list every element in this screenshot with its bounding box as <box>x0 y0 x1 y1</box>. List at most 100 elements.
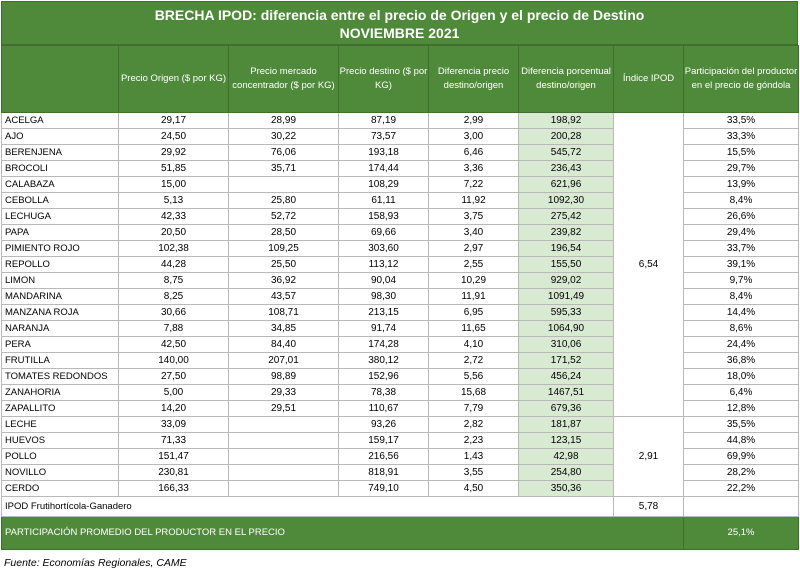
participacion-productor: 39,1% <box>683 256 799 273</box>
participacion-productor: 8,4% <box>683 192 799 209</box>
precio-origen: 8,75 <box>118 272 229 289</box>
product-name: FRUTILLA <box>1 352 119 369</box>
table-row: CALABAZA 15,00 108,29 7,22 621,96 13,9% <box>1 176 799 193</box>
indice-frutihorticola: 6,54 <box>613 112 684 417</box>
table-row: FRUTILLA 140,00 207,01 380,12 2,72 171,52 36,8… <box>1 352 799 369</box>
product-name: HUEVOS <box>1 432 119 449</box>
precio-mercado <box>228 176 339 193</box>
table-row: PIMIENTO ROJO 102,38 109,25 303,60 2,97 196,5… <box>1 240 799 257</box>
diferencia-porcentual: 200,28 <box>518 128 614 145</box>
table-row: LECHE 33,09 93,26 2,82 181,87 2,91 35,5% <box>1 416 799 497</box>
participacion-productor: 13,9% <box>683 176 799 193</box>
diferencia-porcentual: 595,33 <box>518 304 614 321</box>
precio-origen: 230,81 <box>118 464 229 481</box>
table-row: AJO 24,50 30,22 73,57 3,00 200,28 33,3% <box>1 128 799 145</box>
table-row: LIMON 8,75 36,92 90,04 10,29 929,02 9,7% <box>1 272 799 289</box>
product-name: ZANAHORIA <box>1 384 119 401</box>
precio-mercado: 84,40 <box>228 336 339 353</box>
diferencia-precio: 2,23 <box>428 432 519 449</box>
precio-mercado: 43,57 <box>228 288 339 305</box>
diferencia-porcentual: 239,82 <box>518 224 614 241</box>
participacion-productor: 44,8% <box>683 432 799 449</box>
precio-origen: 24,50 <box>118 128 229 145</box>
diferencia-precio: 11,92 <box>428 192 519 209</box>
product-name: TOMATES REDONDOS <box>1 368 119 385</box>
diferencia-precio: 4,10 <box>428 336 519 353</box>
product-name: MANZANA ROJA <box>1 304 119 321</box>
product-name: CEBOLLA <box>1 192 119 209</box>
diferencia-porcentual: 275,42 <box>518 208 614 225</box>
diferencia-porcentual: 621,96 <box>518 176 614 193</box>
header-participacion: Participación del productor en el precio… <box>683 45 799 113</box>
precio-destino: 69,66 <box>338 224 429 241</box>
participacion-productor: 33,7% <box>683 240 799 257</box>
table-row: BERENJENA 29,92 76,06 193,18 6,46 545,72 15,5% <box>1 144 799 161</box>
precio-origen: 166,33 <box>118 480 229 497</box>
precio-mercado <box>228 432 339 449</box>
footer-value: 25,1% <box>683 516 799 550</box>
ipod-combined-empty <box>683 496 799 517</box>
diferencia-porcentual: 310,06 <box>518 336 614 353</box>
diferencia-precio: 2,97 <box>428 240 519 257</box>
product-name: LECHE <box>1 416 119 433</box>
precio-mercado: 25,80 <box>228 192 339 209</box>
precio-origen: 102,38 <box>118 240 229 257</box>
source-note: Fuente: Economías Regionales, CAME <box>4 557 187 569</box>
product-name: PAPA <box>1 224 119 241</box>
diferencia-porcentual: 1091,49 <box>518 288 614 305</box>
table-row: CEBOLLA 5,13 25,80 61,11 11,92 1092,30 8,4% <box>1 192 799 209</box>
diferencia-precio: 5,56 <box>428 368 519 385</box>
precio-mercado: 28,99 <box>228 112 339 129</box>
table-body: Precio Origen ($ por KG) Precio mercado … <box>1 45 799 550</box>
diferencia-porcentual: 254,80 <box>518 464 614 481</box>
participacion-productor: 12,8% <box>683 400 799 417</box>
header-product <box>1 45 119 113</box>
precio-origen: 29,92 <box>118 144 229 161</box>
diferencia-precio: 11,65 <box>428 320 519 337</box>
participacion-productor: 33,5% <box>683 112 799 129</box>
precio-destino: 152,96 <box>338 368 429 385</box>
header-diferencia-pct: Diferencia porcentual destino/origen <box>518 45 614 113</box>
participacion-productor: 15,5% <box>683 144 799 161</box>
diferencia-porcentual: 42,98 <box>518 448 614 465</box>
precio-origen: 5,13 <box>118 192 229 209</box>
participacion-productor: 24,4% <box>683 336 799 353</box>
ipod-table: Precio Origen ($ por KG) Precio mercado … <box>1 45 799 550</box>
precio-mercado <box>228 448 339 465</box>
precio-mercado: 98,89 <box>228 368 339 385</box>
product-name: AJO <box>1 128 119 145</box>
diferencia-precio: 2,55 <box>428 256 519 273</box>
diferencia-porcentual: 181,87 <box>518 416 614 433</box>
header-origen: Precio Origen ($ por KG) <box>118 45 229 113</box>
product-name: NOVILLO <box>1 464 119 481</box>
table-row: REPOLLO 44,28 25,50 113,12 2,55 155,50 39,1% <box>1 256 799 273</box>
header-destino: Precio destino ($ por KG) <box>338 45 429 113</box>
diferencia-precio: 7,79 <box>428 400 519 417</box>
precio-destino: 110,67 <box>338 400 429 417</box>
diferencia-precio: 7,22 <box>428 176 519 193</box>
header-indice: Índice IPOD <box>613 45 684 113</box>
participacion-productor: 69,9% <box>683 448 799 465</box>
product-name: LECHUGA <box>1 208 119 225</box>
table-row: MANZANA ROJA 30,66 108,71 213,15 6,95 595,33 1… <box>1 304 799 321</box>
product-name: PERA <box>1 336 119 353</box>
table-row: HUEVOS 71,33 159,17 2,23 123,15 44,8% <box>1 432 799 449</box>
precio-mercado: 207,01 <box>228 352 339 369</box>
footer-label: PARTICIPACIÓN PROMEDIO DEL PRODUCTOR EN … <box>1 516 684 550</box>
precio-destino: 91,74 <box>338 320 429 337</box>
precio-destino: 78,38 <box>338 384 429 401</box>
diferencia-porcentual: 1064,90 <box>518 320 614 337</box>
precio-destino: 108,29 <box>338 176 429 193</box>
precio-destino: 174,28 <box>338 336 429 353</box>
precio-destino: 61,11 <box>338 192 429 209</box>
diferencia-porcentual: 350,36 <box>518 480 614 497</box>
precio-origen: 15,00 <box>118 176 229 193</box>
diferencia-porcentual: 929,02 <box>518 272 614 289</box>
table-row: TOMATES REDONDOS 27,50 98,89 152,96 5,56 456,… <box>1 368 799 385</box>
product-name: ACELGA <box>1 112 119 129</box>
participacion-productor: 8,6% <box>683 320 799 337</box>
diferencia-precio: 2,99 <box>428 112 519 129</box>
participacion-productor: 35,5% <box>683 416 799 433</box>
precio-origen: 33,09 <box>118 416 229 433</box>
precio-origen: 30,66 <box>118 304 229 321</box>
